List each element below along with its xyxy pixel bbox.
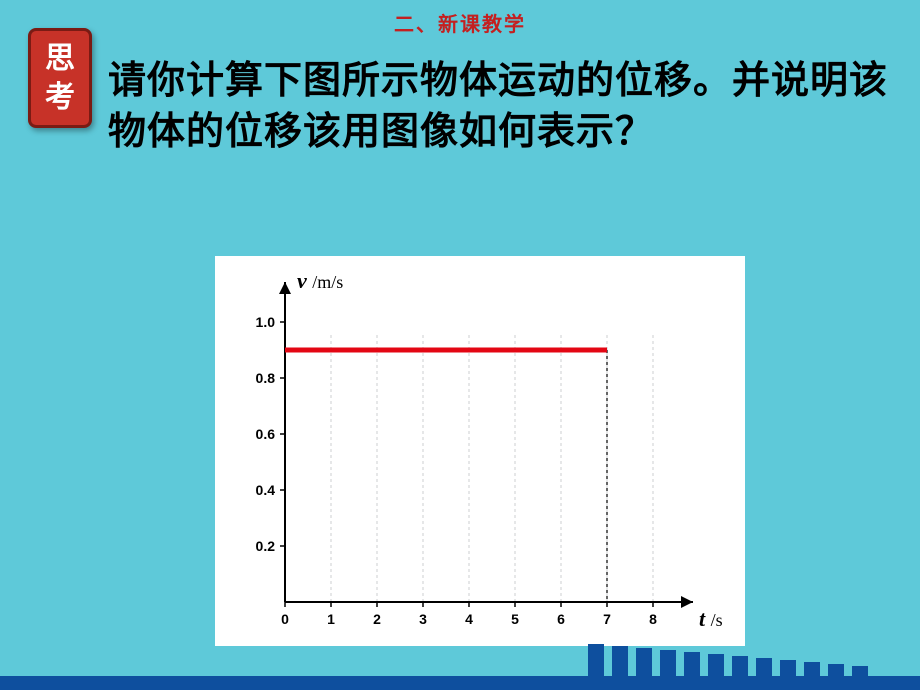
footer-stripe	[756, 658, 772, 690]
svg-text:8: 8	[649, 611, 657, 627]
svg-text:1.0: 1.0	[256, 314, 276, 330]
velocity-time-chart: 0 1 2 3 4 5 6 7 8 0.2 0.4 0.6 0.8 1.0 v /m/s t /s	[215, 256, 745, 646]
svg-text:0: 0	[281, 611, 289, 627]
footer-stripe	[804, 662, 820, 690]
svg-text:0.4: 0.4	[256, 482, 276, 498]
svg-text:t /s: t /s	[699, 606, 723, 631]
think-box-label: 思考	[28, 28, 92, 128]
footer-stripe	[684, 652, 700, 690]
svg-text:4: 4	[465, 611, 473, 627]
svg-text:v /m/s: v /m/s	[297, 268, 343, 293]
svg-text:0.6: 0.6	[256, 426, 276, 442]
svg-text:1: 1	[327, 611, 335, 627]
svg-text:0.2: 0.2	[256, 538, 276, 554]
footer-stripe	[780, 660, 796, 690]
svg-text:7: 7	[603, 611, 611, 627]
footer-stripe	[660, 650, 676, 690]
section-title: 二、新课教学	[0, 8, 920, 37]
svg-text:5: 5	[511, 611, 519, 627]
svg-text:0.8: 0.8	[256, 370, 276, 386]
svg-text:3: 3	[419, 611, 427, 627]
footer-stripe	[828, 664, 844, 690]
footer-stripe	[708, 654, 724, 690]
footer-stripe	[732, 656, 748, 690]
question-text: 请你计算下图所示物体运动的位移。并说明该物体的位移该用图像如何表示？	[108, 56, 890, 159]
footer-stripes	[580, 640, 920, 690]
footer-stripe	[636, 648, 652, 690]
chart-svg: 0 1 2 3 4 5 6 7 8 0.2 0.4 0.6 0.8 1.0 v /m/s t /s	[215, 256, 745, 646]
svg-text:2: 2	[373, 611, 381, 627]
footer-stripe	[612, 646, 628, 690]
footer-stripe	[588, 644, 604, 690]
svg-text:6: 6	[557, 611, 565, 627]
footer-stripe	[852, 666, 868, 690]
